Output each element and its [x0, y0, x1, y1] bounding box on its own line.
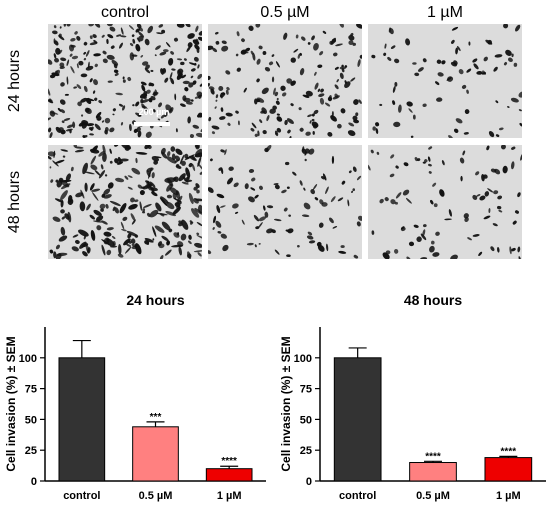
row-header-48-hours: 48 hours: [6, 170, 24, 234]
y-tick-label: 100: [19, 353, 37, 365]
significance-label: ****: [501, 446, 517, 457]
bar-chart-48-hours: 48 hours Cell invasion (%) ± SEM 0 25 50 75 10…: [279, 292, 546, 502]
x-tick-label: control: [339, 490, 376, 502]
scale-bar-label: 200 µm: [138, 107, 170, 117]
significance-label: ***: [150, 412, 162, 423]
x-tick-label: 0.5 µM: [139, 490, 173, 502]
micrograph-cells: [208, 145, 362, 259]
micrograph-cells: [371, 24, 522, 138]
micrograph-cells: [208, 24, 362, 138]
bar: [409, 462, 457, 482]
y-tick-label: 50: [25, 414, 37, 426]
row-header-24-hours: 24 hours: [6, 49, 24, 113]
micrograph-48h-1um: [368, 145, 522, 259]
bar: [132, 426, 179, 482]
x-tick-label: 0.5 µM: [416, 490, 450, 502]
y-tick-label: 25: [25, 445, 37, 457]
chart-title: 24 hours: [126, 292, 185, 308]
y-axis-label: Cell invasion (%) ± SEM: [4, 336, 18, 471]
micrograph-24h-0-5um: [208, 24, 362, 138]
column-header-control: control: [100, 4, 150, 21]
significance-label: ****: [221, 456, 237, 467]
micrograph-cells: [48, 24, 202, 138]
micrograph-24h-control: [48, 24, 202, 138]
y-tick-label: 100: [294, 353, 312, 365]
y-tick-label: 0: [306, 476, 312, 488]
y-tick-label: 75: [25, 384, 37, 396]
bar-chart-24-hours: 24 hours Cell invasion (%) ± SEM 0 25 50 75 10…: [4, 292, 266, 502]
micrograph-cells: [368, 145, 522, 259]
x-tick-label: 1 µM: [496, 490, 521, 502]
significance-label: ****: [425, 451, 441, 462]
bar: [58, 357, 106, 482]
bar: [333, 357, 382, 482]
micrograph-48h-control: [48, 145, 202, 259]
column-header-0-5um: 0.5 µM: [260, 4, 310, 21]
y-axis-label: Cell invasion (%) ± SEM: [279, 336, 293, 471]
micrograph-cells: [48, 145, 202, 259]
micrograph-48h-0-5um: [208, 145, 362, 259]
column-header-1um: 1 µM: [427, 4, 463, 21]
y-tick-label: 25: [300, 445, 312, 457]
y-tick-label: 0: [31, 476, 37, 488]
chart-title: 48 hours: [404, 292, 463, 308]
x-tick-label: control: [63, 490, 100, 502]
y-tick-label: 75: [300, 384, 312, 396]
micrograph-24h-1um: [368, 24, 522, 138]
scale-bar: [134, 122, 170, 126]
x-tick-label: 1 µM: [217, 490, 242, 502]
y-tick-label: 50: [300, 414, 312, 426]
bar: [484, 457, 533, 482]
bar: [205, 468, 253, 482]
